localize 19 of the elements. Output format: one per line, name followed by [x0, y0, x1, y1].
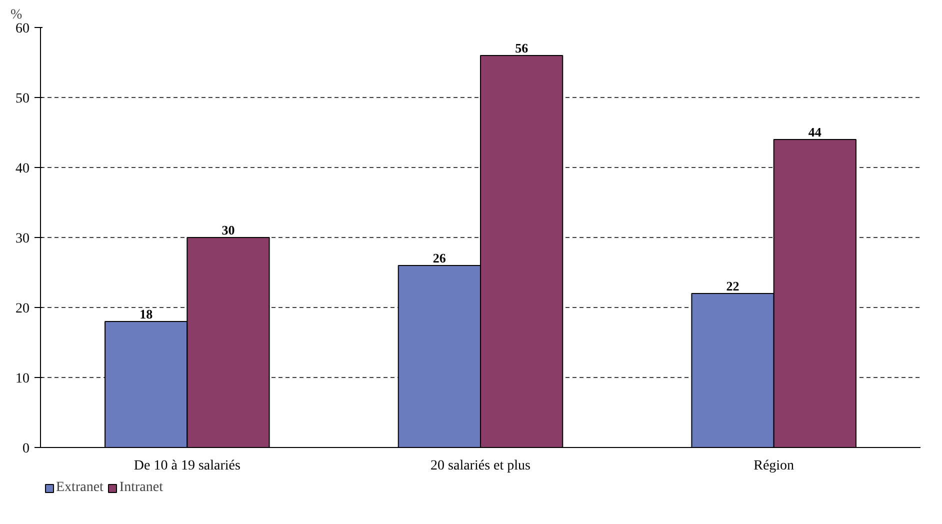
y-tick-label: 40 — [16, 162, 30, 176]
x-tick-label: 20 salariés et plus — [430, 458, 530, 474]
legend-label: Intranet — [119, 480, 163, 496]
y-tick-label: 0 — [22, 442, 30, 456]
y-tick-label: 30 — [16, 232, 30, 246]
y-tick-label: 10 — [16, 372, 30, 386]
y-tick-label: 50 — [16, 92, 30, 106]
data-label: 56 — [515, 40, 529, 56]
data-label: 22 — [726, 278, 740, 294]
legend-label: Extranet — [56, 480, 104, 496]
data-label: 18 — [140, 306, 154, 322]
y-axis-title: % — [10, 8, 22, 22]
y-tick-label: 60 — [16, 22, 30, 36]
data-label: 26 — [432, 250, 446, 266]
x-tick-label: De 10 à 19 salariés — [134, 458, 240, 474]
data-label: 30 — [222, 222, 235, 238]
y-tick-label: 20 — [16, 302, 30, 316]
x-tick-label: Région — [754, 458, 794, 474]
data-label: 44 — [808, 124, 822, 140]
